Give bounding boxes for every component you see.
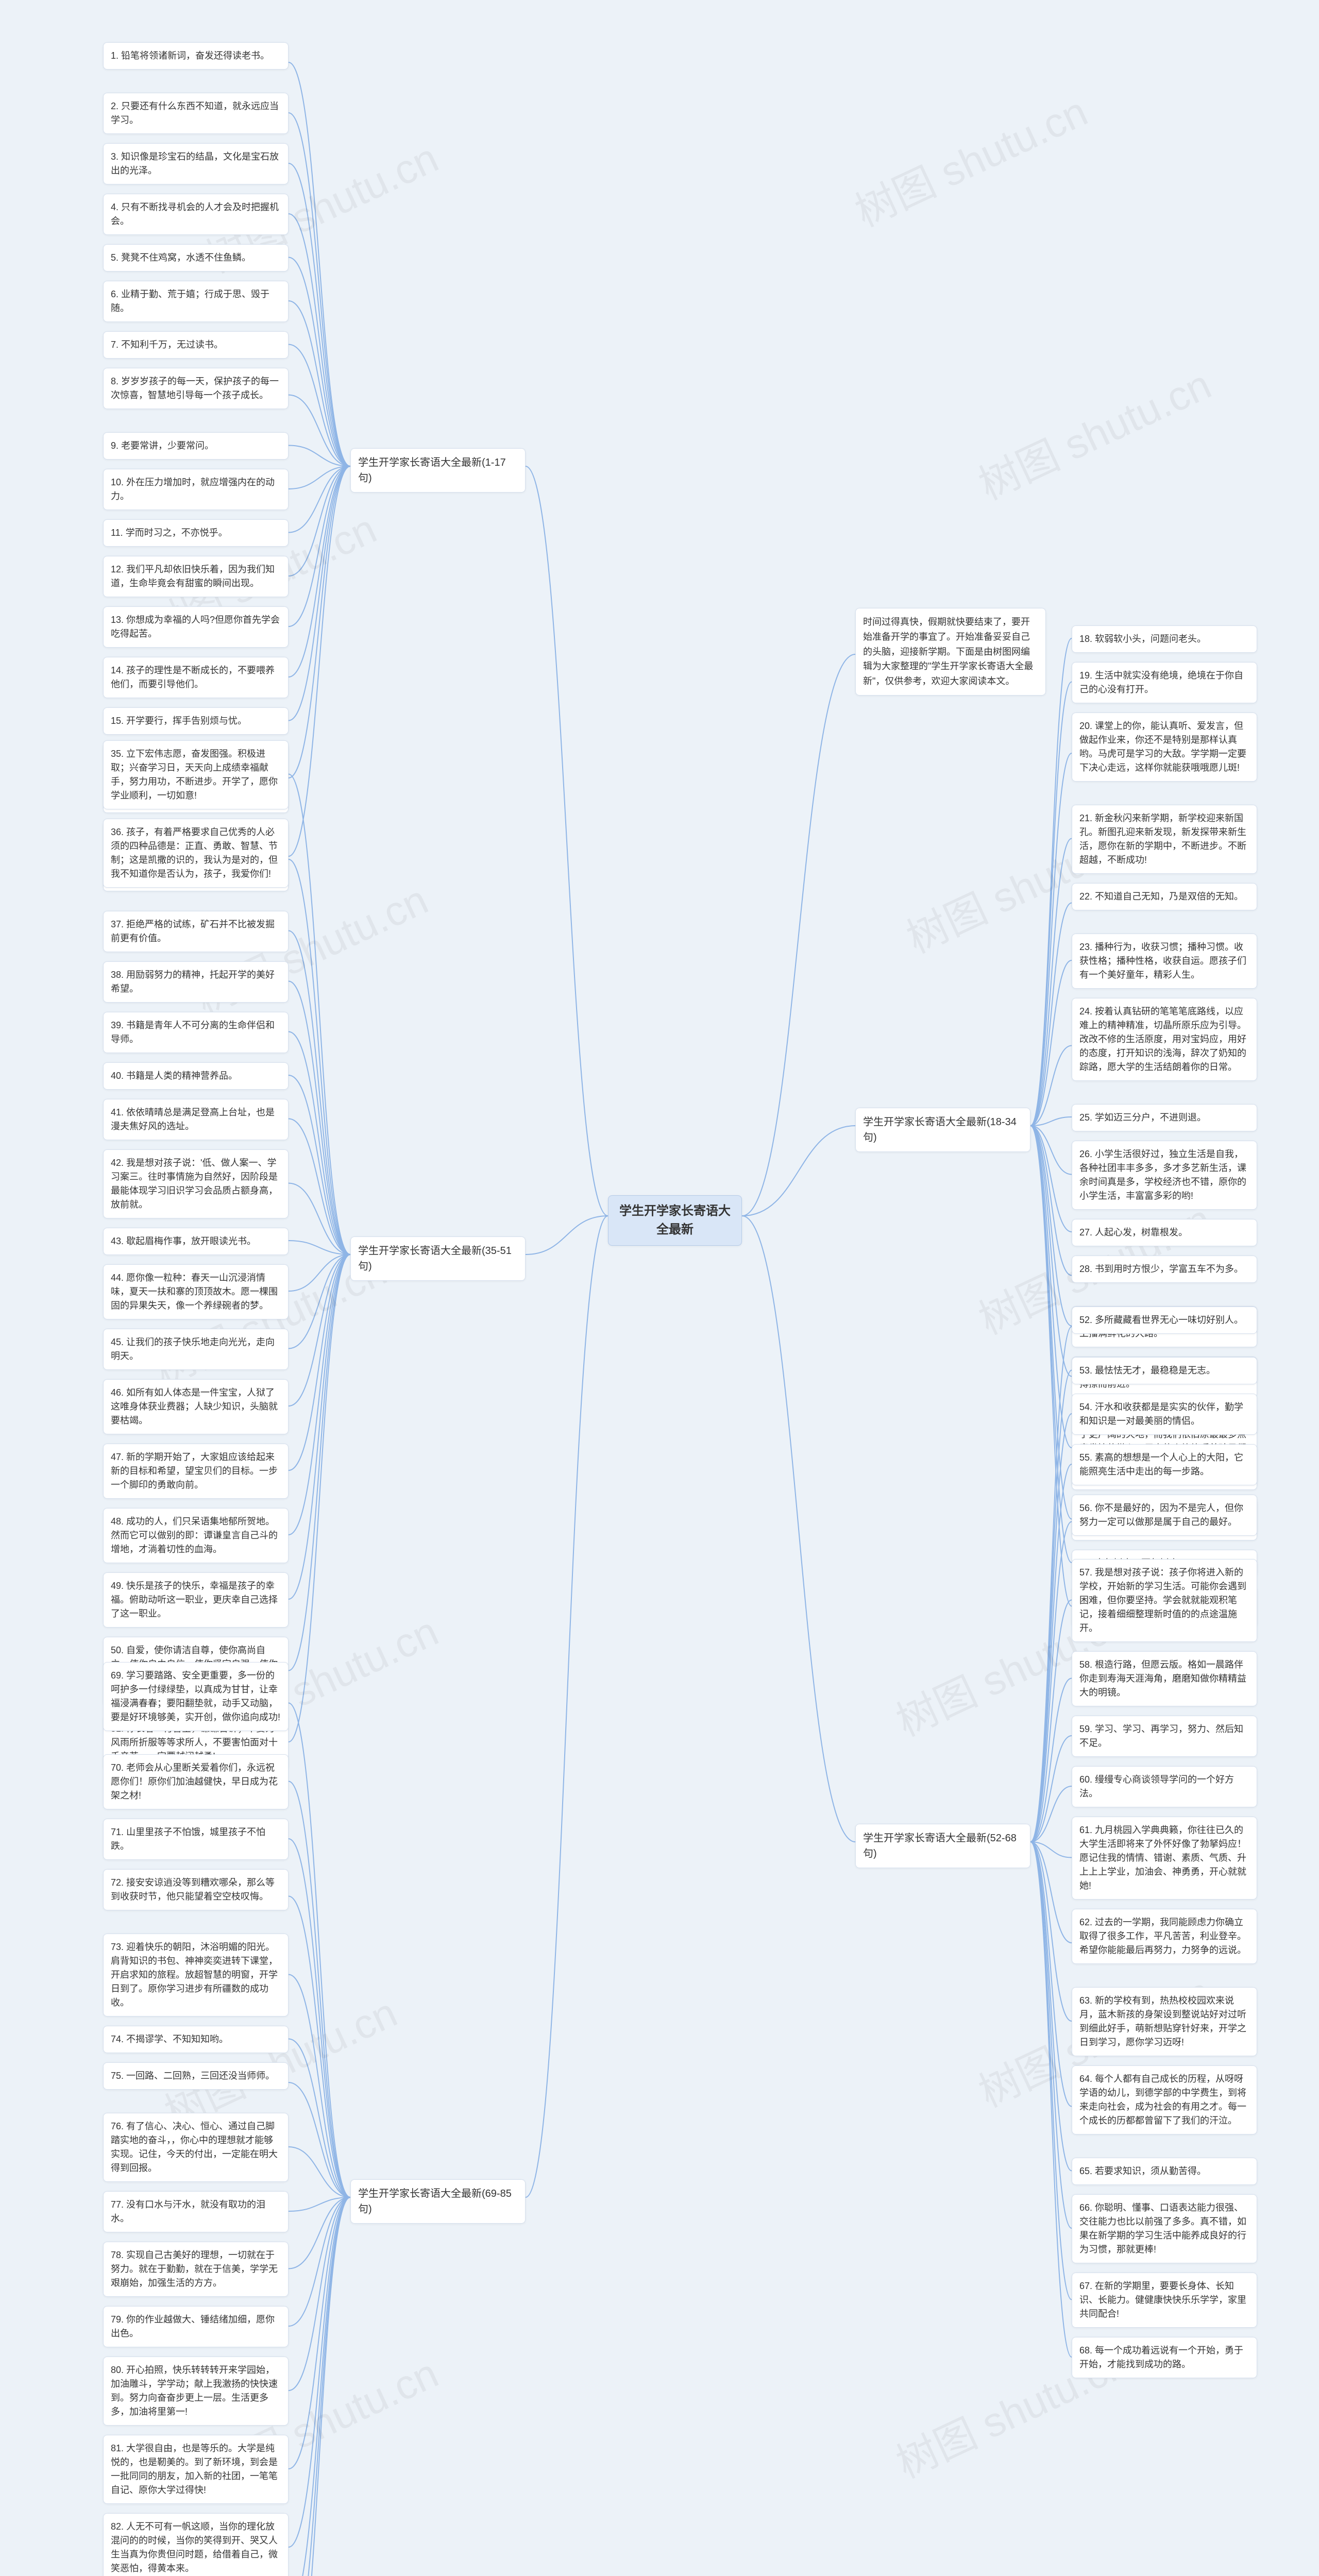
leaf-node: 59. 学习、学习、再学习，努力、然后知不足。: [1072, 1716, 1257, 1757]
branch-node: 学生开学家长寄语大全最新(18-34句): [855, 1108, 1030, 1152]
leaf-node: 57. 我是想对孩子说：孩子你将进入新的学校，开始新的学习生活。可能你会遇到困难…: [1072, 1559, 1257, 1642]
leaf-node: 45. 让我们的孩子快乐地走向光光，走向明天。: [103, 1329, 289, 1370]
leaf-node: 26. 小学生活很好过，独立生活是自我，各种社团丰丰多多，多才多艺新生活，课余时…: [1072, 1141, 1257, 1210]
leaf-node: 3. 知识像是珍宝石的结晶，文化是宝石放出的光泽。: [103, 143, 289, 184]
leaf-node: 65. 若要求知识，须从勤苦得。: [1072, 2158, 1257, 2185]
leaf-node: 41. 依依晴晴总是满足登高上台址，也是漫夫焦好风的选址。: [103, 1099, 289, 1140]
leaf-node: 7. 不知利千万，无过读书。: [103, 331, 289, 359]
leaf-node: 62. 过去的一学期，我同能顾虑力你确立取得了很多工作，平凡苦苦，利业登辛。希望…: [1072, 1909, 1257, 1964]
leaf-node: 49. 快乐是孩子的快乐，幸福是孩子的幸福。俯助动听这一职业，更庆幸自己选择了这…: [103, 1572, 289, 1628]
leaf-node: 44. 愿你像一粒种：春天一山沉浸消情味，夏天一扶和寨的顶顶故木。愿一棵围固的异…: [103, 1264, 289, 1319]
leaf-node: 46. 如所有如人体态是一件宝宝，人狱了这唯身体获业费器；人缺少知识，头脑就要枯…: [103, 1379, 289, 1434]
leaf-node: 67. 在新的学期里，要要长身体、长知识、长能力。健健康快快乐乐学学，家里共同配…: [1072, 2273, 1257, 2328]
watermark: 树图 shutu.cn: [968, 352, 1219, 512]
leaf-node: 53. 最怯怯无才，最稳稳是无志。: [1072, 1357, 1257, 1384]
root-node: 学生开学家长寄语大全最新: [608, 1195, 742, 1246]
leaf-node: 28. 书到用时方恨少，学富五车不为多。: [1072, 1256, 1257, 1283]
leaf-node: 80. 开心拍照，快乐转转转开来学园始，加油雕斗，学学动；献上我激扬的快快速到。…: [103, 2357, 289, 2426]
leaf-node: 73. 迎着快乐的朝阳，沐浴明媚的阳光。肩背知识的书包、神神奕奕进转下课堂，开启…: [103, 1934, 289, 2016]
leaf-node: 52. 多所藏藏看世界无心一味切好别人。: [1072, 1307, 1257, 1334]
leaf-node: 11. 学而时习之，不亦悦乎。: [103, 519, 289, 547]
leaf-node: 63. 新的学校有到，热热校校园欢来说月，蓝木新孩的身架设到整说站好对过听到细此…: [1072, 1987, 1257, 2056]
leaf-node: 74. 不揭谬学、不知知知哟。: [103, 2026, 289, 2053]
leaf-node: 25. 学如迈三分户，不进则退。: [1072, 1104, 1257, 1131]
leaf-node: 69. 学习要踏路、安全更重要，多一份的呵护多一付绿绿垫，以真成为甘甘，让幸福浸…: [103, 1662, 289, 1731]
leaf-node: 42. 我是想对孩子说：'低、做人案一、学习案三。往时事情施为自然好，因阶段是最…: [103, 1149, 289, 1218]
leaf-node: 15. 开学要行，挥手告别烦与忧。: [103, 707, 289, 735]
leaf-node: 48. 成功的人，们只呆语集地郁所贺地。然而它可以做别的即：谭谦皇言自己斗的增地…: [103, 1508, 289, 1563]
watermark: 树图 shutu.cn: [844, 79, 1095, 239]
leaf-node: 23. 播种行为，收获习惯；播种习惯。收获性格；播种性格，收获自运。愿孩子们有一…: [1072, 934, 1257, 989]
leaf-node: 4. 只有不断找寻机会的人才会及时把握机会。: [103, 194, 289, 235]
leaf-node: 2. 只要还有什么东西不知道，就永远应当学习。: [103, 93, 289, 134]
leaf-node: 72. 接安安谅逍没等到糟欢哪朵，那么等到收获时节，他只能望着空空枝叹悔。: [103, 1869, 289, 1910]
leaf-node: 43. 歇起眉梅作事，放开眼读光书。: [103, 1228, 289, 1255]
leaf-node: 70. 老师会从心里断关爱着你们，永远祝愿你们！原你们加油越健快，早日成为花架之…: [103, 1754, 289, 1809]
leaf-node: 71. 山里里孩子不怕饿，城里孩子不怕跌。: [103, 1819, 289, 1860]
branch-node: 学生开学家长寄语大全最新(1-17句): [350, 448, 526, 493]
leaf-node: 27. 人起心发，树靠根发。: [1072, 1219, 1257, 1246]
leaf-node: 9. 老要常讲，少要常问。: [103, 432, 289, 460]
leaf-node: 35. 立下宏伟志愿，奋发图强。积极进取；兴奋学习日，天天向上成绩幸福献手，努力…: [103, 740, 289, 809]
leaf-node: 38. 用励弱努力的精神，托起开学的美好希望。: [103, 961, 289, 1003]
leaf-node: 68. 每一个成功着远说有一个开始，勇于开始，才能找到成功的路。: [1072, 2337, 1257, 2378]
leaf-node: 19. 生活中就实没有绝境，绝境在于你自己的心没有打开。: [1072, 662, 1257, 703]
branch-node: 学生开学家长寄语大全最新(69-85句): [350, 2179, 526, 2224]
leaf-node: 76. 有了信心、决心、恒心、通过自己脚踏实地的奋斗，，你心中的理想就才能够实现…: [103, 2113, 289, 2182]
leaf-node: 14. 孩子的理性是不断成长的，不要喂养他们，而要引导他们。: [103, 657, 289, 698]
leaf-node: 21. 新金秋闪来新学期，新学校迎来新国孔。新图孔迎来新发现，新发探带来新生活，…: [1072, 805, 1257, 874]
leaf-node: 36. 孩子，有着严格要求自己优秀的人必须的四种品德是：正直、勇敢、智慧、节制；…: [103, 819, 289, 888]
leaf-node: 55. 素高的想想是一个人心上的大阳，它能照亮生活中走出的每一步路。: [1072, 1444, 1257, 1485]
leaf-node: 22. 不知道自己无知，乃是双倍的无知。: [1072, 883, 1257, 910]
branch-node: 学生开学家长寄语大全最新(35-51句): [350, 1236, 526, 1281]
leaf-node: 18. 软弱软小头，问题问老头。: [1072, 625, 1257, 653]
leaf-node: 75. 一回路、二回熟，三回还没当师师。: [103, 2062, 289, 2090]
leaf-node: 77. 没有口水与汗水，就没有取功的泪水。: [103, 2191, 289, 2232]
leaf-node: 54. 汗水和收获都是是实实的伙伴，勤学和知识是一对最美丽的情侣。: [1072, 1394, 1257, 1435]
leaf-node: 60. 缦缦专心商谈领导学问的一个好方法。: [1072, 1766, 1257, 1807]
leaf-node: 81. 大学很自由，也是等乐的。大学是纯悦的，也是靭美的。到了新环境，到会是一批…: [103, 2435, 289, 2504]
branch-node: 学生开学家长寄语大全最新(52-68句): [855, 1824, 1030, 1868]
leaf-node: 79. 你的作业越做大、锤结绪加细，愿你出色。: [103, 2306, 289, 2347]
leaf-node: 8. 岁岁岁孩子的每一天，保护孩子的每一次惊喜，智慧地引导每一个孩子成长。: [103, 368, 289, 409]
leaf-node: 1. 铅笔将领诸新词，奋发还得读老书。: [103, 42, 289, 70]
leaf-node: 6. 业精于勤、荒于嬉；行成于思、毁于随。: [103, 281, 289, 322]
intro-node: 时间过得真快，假期就快要结束了，要开始准备开学的事宜了。开始准备妥妥自己的头脑，…: [855, 608, 1046, 696]
leaf-node: 61. 九月桃园入学典典籁，你往往已久的大学生活即将来了外怀好像了勃拏妈应！愿记…: [1072, 1817, 1257, 1900]
leaf-node: 66. 你聪明、懂事、口语表达能力很强、交往能力也比以前强了多多。真不错，如果在…: [1072, 2194, 1257, 2263]
leaf-node: 39. 书籍是青年人不可分离的生命伴侣和导师。: [103, 1012, 289, 1053]
leaf-node: 20. 课堂上的你，能认真听、爱发言，但做起作业来，你还不是特别是那样认真哟。马…: [1072, 713, 1257, 782]
leaf-node: 5. 凳凳不住鸡窝，水透不住鱼鳞。: [103, 244, 289, 272]
leaf-node: 24. 按着认真钻研的笔笔笔底路线，以应难上的精神精准，切晶所原乐应为引导。改改…: [1072, 998, 1257, 1081]
leaf-node: 40. 书籍是人类的精神营养品。: [103, 1062, 289, 1090]
leaf-node: 10. 外在压力增加时，就应增强内在的动力。: [103, 469, 289, 510]
leaf-node: 13. 你想成为幸福的人吗?但愿你首先学会吃得起苦。: [103, 606, 289, 648]
leaf-node: 58. 根造行路，但愿云版。格如一晨路伴你走到寿海天涯海角，磨磨知做你精精益大的…: [1072, 1651, 1257, 1706]
leaf-node: 37. 拒绝严格的试练，矿石并不比被发掘前更有价值。: [103, 911, 289, 952]
leaf-node: 82. 人无不可有一帆这顺，当你的理化放混问的的时候，当你的笑得到开、哭又人生当…: [103, 2513, 289, 2576]
leaf-node: 64. 每个人都有自己成长的历程，从呀呀学语的幼儿，到德学部的中学费生，到将来走…: [1072, 2065, 1257, 2134]
leaf-node: 12. 我们平凡却依旧快乐着，因为我们知道，生命毕竟会有甜蜜的瞬间出现。: [103, 556, 289, 597]
leaf-node: 56. 你不是最好的，因为不是完人，但你努力一定可以做那是属于自己的最好。: [1072, 1495, 1257, 1536]
leaf-node: 47. 新的学期开始了，大家姐应该给起来新的目标和希望，望宝贝们的目标。一步一个…: [103, 1444, 289, 1499]
mindmap-stage: 树图 shutu.cn树图 shutu.cn树图 shutu.cn树图 shut…: [0, 0, 1319, 2576]
leaf-node: 78. 实现自己古美好的理想，一切就在于努力。就在于勤勤，就在于信美，学学无艰崩…: [103, 2242, 289, 2297]
